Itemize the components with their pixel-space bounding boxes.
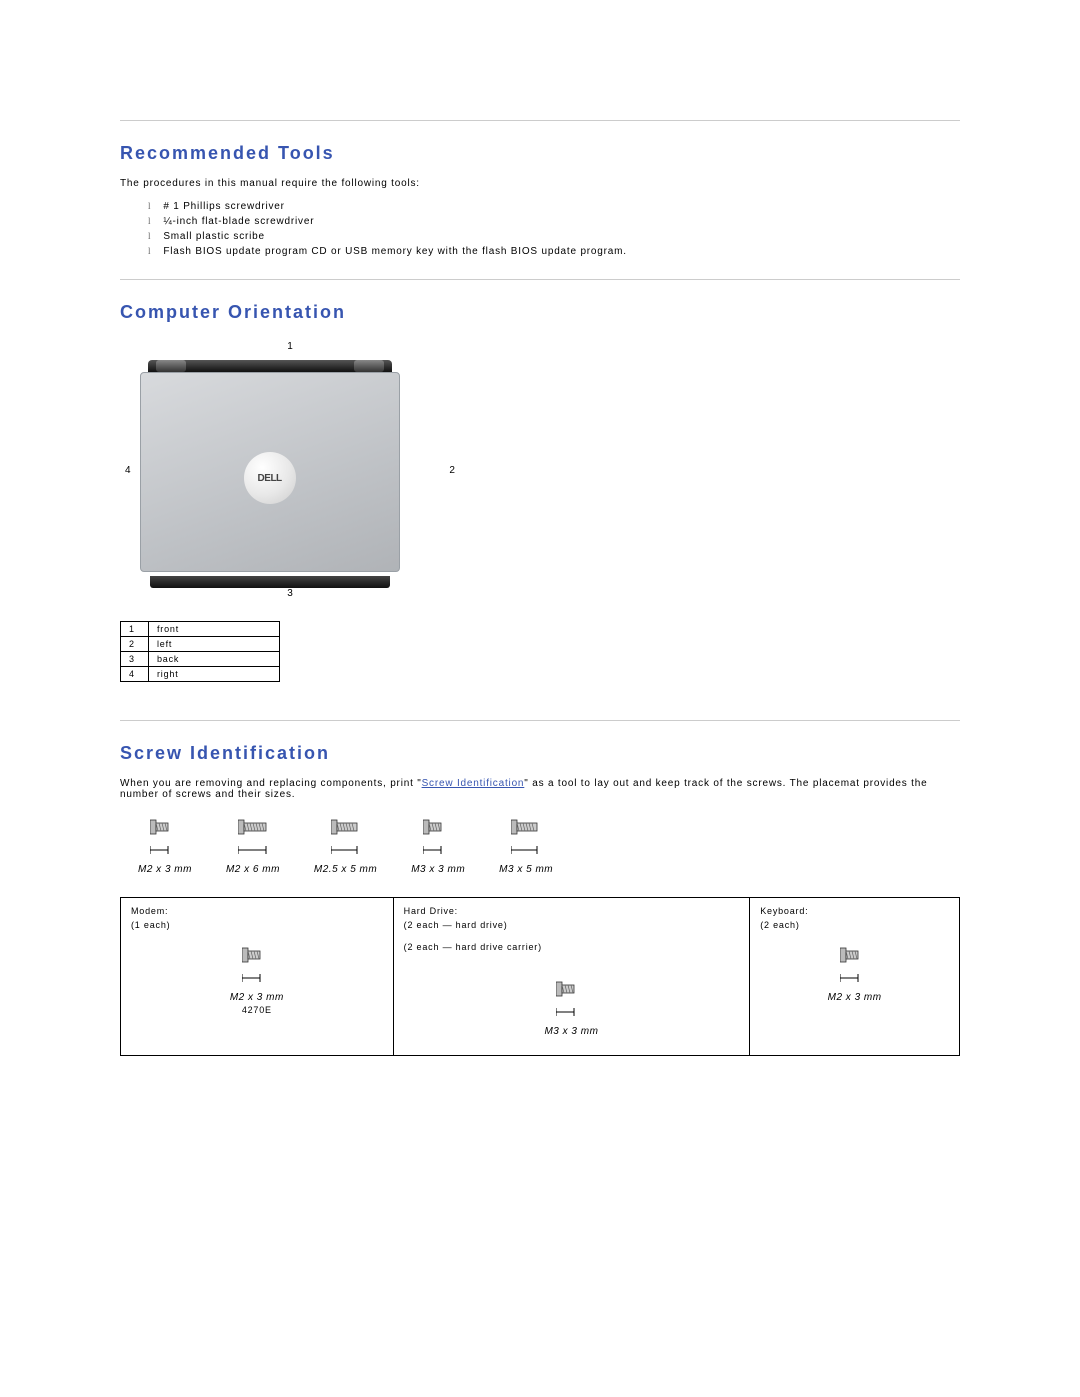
screw-size-label: M3 x 5 mm [499, 864, 553, 875]
screw-size-label: M2 x 6 mm [226, 864, 280, 875]
screw-icon [242, 946, 272, 986]
divider [120, 720, 960, 721]
table-row: 3 back [121, 652, 280, 667]
list-item: # 1 Phillips screwdriver [148, 201, 960, 212]
screw-sublabel: 4270E [131, 1005, 383, 1015]
screw-icon [556, 980, 586, 1020]
screw-item: M3 x 5 mm [499, 818, 553, 875]
screw-size-row: M2 x 3 mm M2 x 6 mm M2.5 x 5 mm M3 x 3 m… [120, 818, 960, 875]
screw-size-label: M3 x 3 mm [404, 1026, 740, 1037]
screw-item: M2 x 6 mm [226, 818, 280, 875]
screw-item: M2 x 3 mm [138, 818, 192, 875]
laptop-illustration: DELL [140, 360, 400, 580]
screw-size-label: M2.5 x 5 mm [314, 864, 377, 875]
screw-icon [423, 818, 453, 858]
orientation-layout: 1 4 DELL 2 3 [120, 337, 460, 603]
screw-size-label: M2 x 3 mm [138, 864, 192, 875]
orientation-figure: 1 4 DELL 2 3 [120, 337, 460, 603]
screw-icon [840, 946, 870, 986]
screw-size-label: M2 x 3 mm [760, 992, 949, 1003]
page: Recommended Tools The procedures in this… [0, 0, 1080, 1096]
list-item: Flash BIOS update program CD or USB memo… [148, 246, 960, 257]
table-row: 1 front [121, 622, 280, 637]
placemat-cell: Keyboard: (2 each) M2 x 3 mm [750, 898, 960, 1056]
table-row: Modem: (1 each) M2 x 3 mm4270E Hard Driv… [121, 898, 960, 1056]
screw-icon [331, 818, 361, 858]
screw-item: M3 x 3 mm [411, 818, 465, 875]
tools-list: # 1 Phillips screwdriver ¼-inch flat-bla… [120, 201, 960, 257]
orient-label-left: 4 [120, 356, 136, 584]
screw-size-label: M3 x 3 mm [411, 864, 465, 875]
screw-id-link[interactable]: Screw Identification [422, 778, 525, 789]
table-row: 4 right [121, 667, 280, 682]
screw-size-label: M2 x 3 mm [131, 992, 383, 1003]
list-item: Small plastic scribe [148, 231, 960, 242]
divider [120, 120, 960, 121]
orient-label-right: 2 [444, 356, 460, 584]
screw-item: M2.5 x 5 mm [314, 818, 377, 875]
screw-icon [238, 818, 268, 858]
screws-intro: When you are removing and replacing comp… [120, 778, 960, 800]
heading-tools: Recommended Tools [120, 143, 960, 164]
placemat-cell: Modem: (1 each) M2 x 3 mm4270E [121, 898, 394, 1056]
screw-icon [150, 818, 180, 858]
screw-icon [511, 818, 541, 858]
heading-orientation: Computer Orientation [120, 302, 960, 323]
tools-intro: The procedures in this manual require th… [120, 178, 960, 189]
placemat-table: Modem: (1 each) M2 x 3 mm4270E Hard Driv… [120, 897, 960, 1056]
list-item: ¼-inch flat-blade screwdriver [148, 216, 960, 227]
divider [120, 279, 960, 280]
orient-label-top: 1 [136, 337, 445, 356]
placemat-cell: Hard Drive: (2 each — hard drive) (2 eac… [393, 898, 750, 1056]
dell-logo: DELL [244, 452, 296, 504]
heading-screws: Screw Identification [120, 743, 960, 764]
table-row: 2 left [121, 637, 280, 652]
orientation-key-table: 1 front 2 left 3 back 4 right [120, 621, 280, 682]
